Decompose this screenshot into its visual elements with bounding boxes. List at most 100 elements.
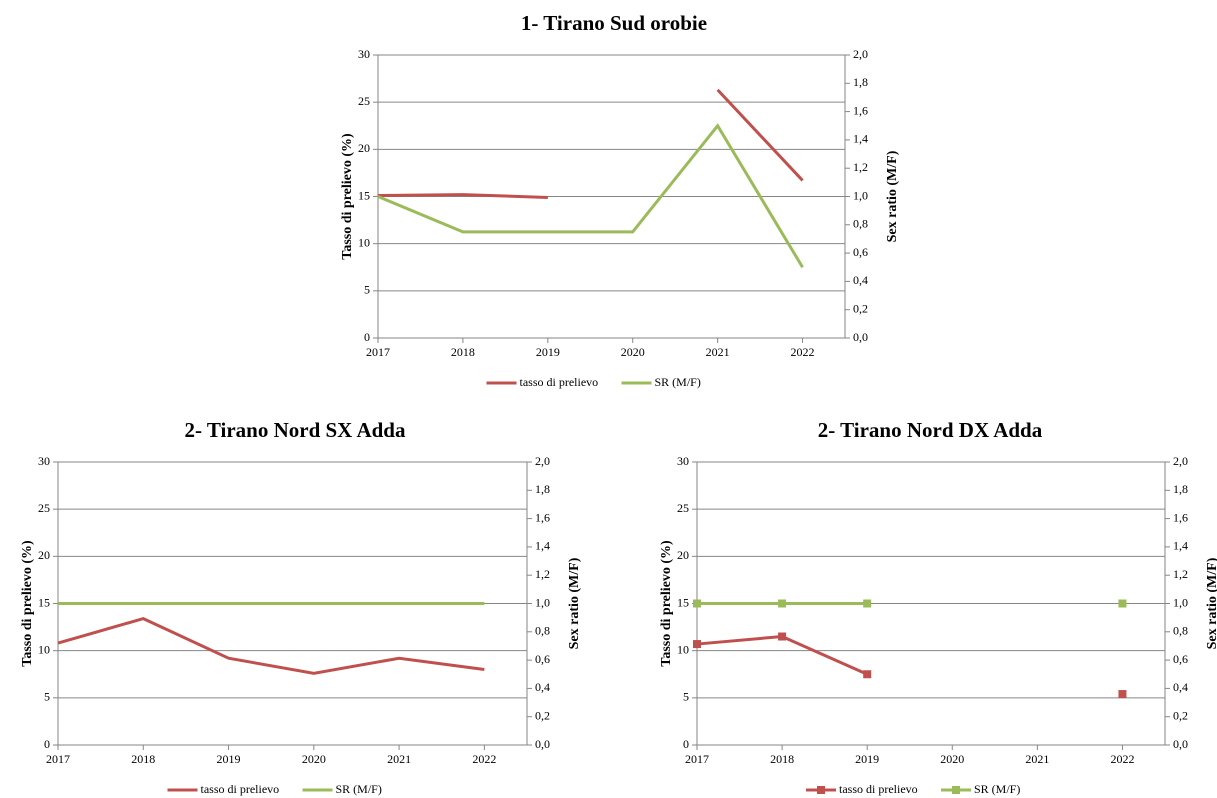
x-tick-label: 2019 bbox=[536, 345, 560, 359]
x-tick-label: 2022 bbox=[1110, 752, 1134, 766]
y2-tick-label: 1,0 bbox=[853, 188, 868, 202]
y2-tick-label: 1,8 bbox=[853, 75, 868, 89]
y2-axis-title: Sex ratio (M/F) bbox=[1205, 557, 1217, 649]
x-tick-label: 2018 bbox=[451, 345, 475, 359]
y-tick-label: 15 bbox=[358, 188, 370, 202]
x-tick-label: 2020 bbox=[940, 752, 964, 766]
series-line bbox=[57, 616, 485, 675]
series-line bbox=[697, 637, 1122, 695]
legend-label: tasso di prelievo bbox=[520, 375, 599, 389]
y-tick-label: 15 bbox=[38, 595, 50, 609]
y-tick-label: 30 bbox=[358, 47, 370, 61]
x-tick-label: 2020 bbox=[621, 345, 645, 359]
x-tick-label: 2018 bbox=[770, 752, 794, 766]
x-tick-label: 2021 bbox=[387, 752, 411, 766]
marker bbox=[863, 599, 872, 608]
y-tick-label: 5 bbox=[44, 690, 50, 704]
marker bbox=[1118, 599, 1127, 608]
y-tick-label: 25 bbox=[677, 501, 689, 515]
y2-tick-label: 2,0 bbox=[535, 454, 550, 468]
y2-tick-label: 1,4 bbox=[535, 539, 550, 553]
chart: 2- Tirano Nord SX Adda 0 5 10 15 20 25 30 0,0 0,2… bbox=[20, 418, 582, 796]
marker bbox=[693, 599, 701, 608]
y2-tick-label: 1,2 bbox=[853, 160, 868, 174]
y2-tick-label: 1,0 bbox=[1173, 595, 1188, 609]
y2-tick-label: 1,8 bbox=[1173, 482, 1188, 496]
chart-title: 2- Tirano Nord SX Adda bbox=[185, 418, 406, 442]
y-tick-label: 20 bbox=[358, 141, 370, 155]
chart-title: 1- Tirano Sud orobie bbox=[521, 11, 707, 35]
y-tick-label: 25 bbox=[358, 94, 370, 108]
x-tick-label: 2020 bbox=[302, 752, 326, 766]
y2-tick-label: 0,6 bbox=[1173, 652, 1188, 666]
y-tick-label: 25 bbox=[38, 501, 50, 515]
y-tick-label: 10 bbox=[38, 642, 50, 656]
series-line bbox=[377, 88, 804, 199]
y-tick-label: 0 bbox=[364, 330, 370, 344]
chart: 2- Tirano Nord DX Adda 0 5 10 15 20 25 30 0,0 0,2… bbox=[659, 418, 1217, 796]
y2-tick-label: 1,6 bbox=[535, 510, 550, 524]
y2-tick-label: 0,4 bbox=[535, 680, 550, 694]
x-tick-label: 2021 bbox=[706, 345, 730, 359]
y2-tick-label: 0,6 bbox=[535, 652, 550, 666]
x-tick-label: 2019 bbox=[217, 752, 241, 766]
y-tick-label: 0 bbox=[44, 737, 50, 751]
y-tick-label: 15 bbox=[677, 595, 689, 609]
legend-label: tasso di prelievo bbox=[201, 782, 280, 796]
x-tick-label: 2022 bbox=[472, 752, 496, 766]
y2-axis-title: Sex ratio (M/F) bbox=[885, 150, 900, 242]
marker bbox=[693, 640, 701, 649]
legend-label: SR (M/F) bbox=[974, 782, 1020, 796]
x-tick-label: 2017 bbox=[46, 752, 70, 766]
y2-tick-label: 1,4 bbox=[1173, 539, 1188, 553]
y-tick-label: 20 bbox=[38, 548, 50, 562]
y2-tick-label: 0,0 bbox=[535, 737, 550, 751]
legend-label: SR (M/F) bbox=[336, 782, 382, 796]
x-tick-label: 2017 bbox=[366, 345, 390, 359]
x-tick-label: 2022 bbox=[791, 345, 815, 359]
y-tick-label: 30 bbox=[38, 454, 50, 468]
y2-tick-label: 0,8 bbox=[535, 624, 550, 638]
x-tick-label: 2019 bbox=[855, 752, 879, 766]
y2-tick-label: 0,0 bbox=[853, 330, 868, 344]
y2-tick-label: 0,8 bbox=[1173, 624, 1188, 638]
y2-tick-label: 0,0 bbox=[1173, 737, 1188, 751]
chart: 1- Tirano Sud orobie 0 5 10 15 20 25 30 0,0 0,2 0,… bbox=[340, 11, 900, 389]
y-tick-label: 0 bbox=[683, 737, 689, 751]
legend-marker bbox=[817, 786, 825, 794]
y2-axis-title: Sex ratio (M/F) bbox=[567, 557, 582, 649]
y2-tick-label: 0,4 bbox=[853, 273, 868, 287]
chart-title: 2- Tirano Nord DX Adda bbox=[818, 418, 1043, 442]
y2-tick-label: 1,2 bbox=[535, 567, 550, 581]
y2-tick-label: 0,2 bbox=[535, 708, 550, 722]
x-tick-label: 2017 bbox=[685, 752, 709, 766]
y2-tick-label: 0,2 bbox=[1173, 708, 1188, 722]
y-axis-title: Tasso di prelievo (%) bbox=[20, 540, 35, 667]
y2-tick-label: 2,0 bbox=[853, 47, 868, 61]
y-tick-label: 5 bbox=[683, 690, 689, 704]
x-tick-label: 2021 bbox=[1025, 752, 1049, 766]
legend-marker bbox=[952, 786, 960, 794]
y-axis-title: Tasso di prelievo (%) bbox=[659, 540, 674, 667]
y-tick-label: 5 bbox=[364, 283, 370, 297]
y2-tick-label: 1,2 bbox=[1173, 567, 1188, 581]
y2-tick-label: 0,6 bbox=[853, 245, 868, 259]
y2-tick-label: 1,0 bbox=[535, 595, 550, 609]
y-tick-label: 10 bbox=[677, 642, 689, 656]
y2-tick-label: 0,4 bbox=[1173, 680, 1188, 694]
y2-tick-label: 1,6 bbox=[853, 103, 868, 117]
marker bbox=[863, 670, 872, 679]
y2-tick-label: 1,6 bbox=[1173, 510, 1188, 524]
y-tick-label: 10 bbox=[358, 235, 370, 249]
legend-label: SR (M/F) bbox=[655, 375, 701, 389]
y2-tick-label: 1,4 bbox=[853, 132, 868, 146]
y-tick-label: 20 bbox=[677, 548, 689, 562]
legend-label: tasso di prelievo bbox=[839, 782, 918, 796]
y2-tick-label: 2,0 bbox=[1173, 454, 1188, 468]
y2-tick-label: 0,8 bbox=[853, 217, 868, 231]
y-axis-title: Tasso di prelievo (%) bbox=[340, 133, 355, 260]
y2-tick-label: 1,8 bbox=[535, 482, 550, 496]
marker bbox=[778, 632, 787, 641]
